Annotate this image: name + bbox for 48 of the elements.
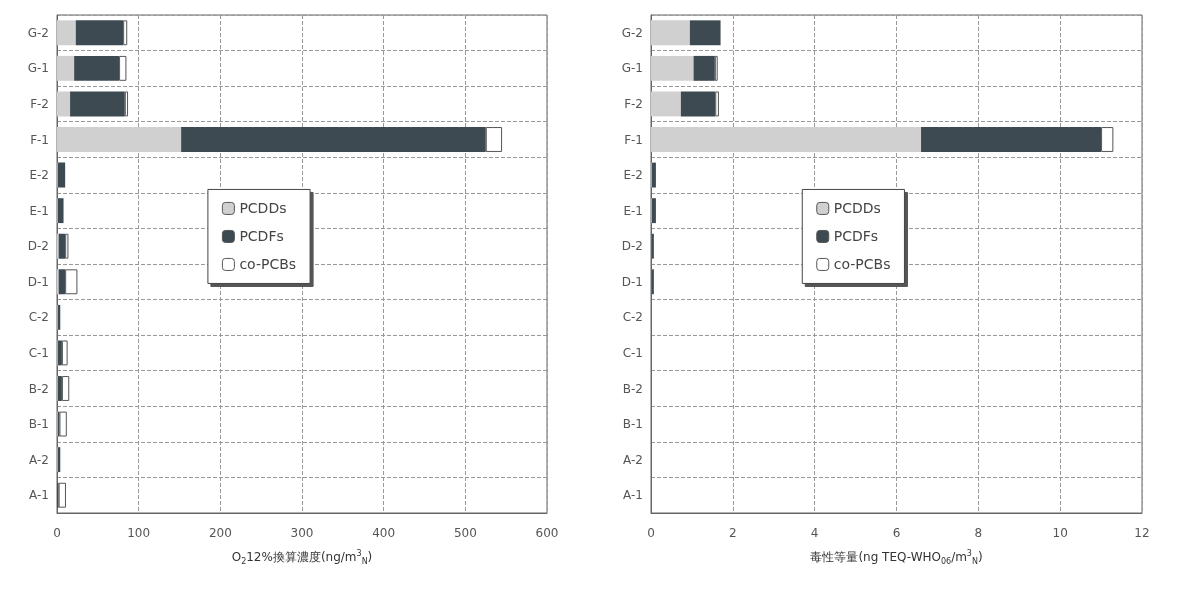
y-tick-label: G-1 — [621, 61, 643, 76]
y-tick-label: A-1 — [29, 488, 49, 503]
y-tick-label: D-2 — [621, 239, 643, 254]
x-tick-label: 200 — [208, 526, 232, 540]
y-tick-label: F-1 — [624, 132, 643, 147]
y-tick-label: B-2 — [28, 381, 49, 396]
legend-label: co-PCBs — [833, 256, 891, 273]
x-tick-label: 600 — [535, 526, 559, 540]
y-tick-label: B-1 — [28, 417, 49, 432]
y-tick-label: D-1 — [27, 274, 49, 289]
y-tick-label: A-2 — [623, 452, 643, 467]
y-tick-label: C-2 — [28, 310, 49, 325]
x-tick-label: 8 — [974, 526, 983, 540]
legend-label: PCDFs — [239, 228, 284, 245]
y-tick-label: F-2 — [624, 96, 643, 111]
x-tick-label: 4 — [810, 526, 819, 540]
x-tick-label: 12 — [1134, 526, 1150, 540]
y-tick-label: E-1 — [29, 203, 49, 218]
y-tick-label: A-1 — [623, 488, 643, 503]
x-tick-label: 300 — [290, 526, 314, 540]
x-tick-label: 10 — [1052, 526, 1068, 540]
x-tick-label: 400 — [372, 526, 396, 540]
y-tick-label: E-1 — [623, 203, 643, 218]
y-tick-label: G-2 — [621, 25, 643, 40]
legend-label: PCDFs — [833, 228, 879, 245]
y-tick-label: G-1 — [27, 61, 49, 76]
x-tick-label: 6 — [892, 526, 901, 540]
y-tick-label: B-1 — [622, 417, 643, 432]
y-tick-label: E-2 — [29, 168, 49, 183]
x-tick-label: 500 — [453, 526, 477, 540]
y-tick-label: C-1 — [28, 345, 49, 360]
y-tick-label: D-1 — [621, 274, 643, 289]
y-tick-label: C-2 — [622, 310, 643, 325]
y-tick-label: D-2 — [27, 239, 49, 254]
y-tick-label: C-1 — [622, 345, 643, 360]
y-tick-label: F-1 — [30, 132, 49, 147]
y-tick-label: G-2 — [27, 25, 49, 40]
y-tick-label: A-2 — [29, 452, 49, 467]
legend-label: PCDDs — [239, 200, 287, 217]
legend-label: PCDDs — [833, 200, 881, 217]
x-tick-label: 2 — [729, 526, 737, 540]
x-tick-label: 0 — [53, 526, 61, 540]
y-tick-label: F-2 — [30, 96, 49, 111]
y-tick-label: B-2 — [622, 381, 643, 396]
x-tick-label: 100 — [127, 526, 151, 540]
y-tick-label: E-2 — [623, 168, 643, 183]
legend-label: co-PCBs — [239, 256, 297, 273]
x-tick-label: 0 — [647, 526, 655, 540]
